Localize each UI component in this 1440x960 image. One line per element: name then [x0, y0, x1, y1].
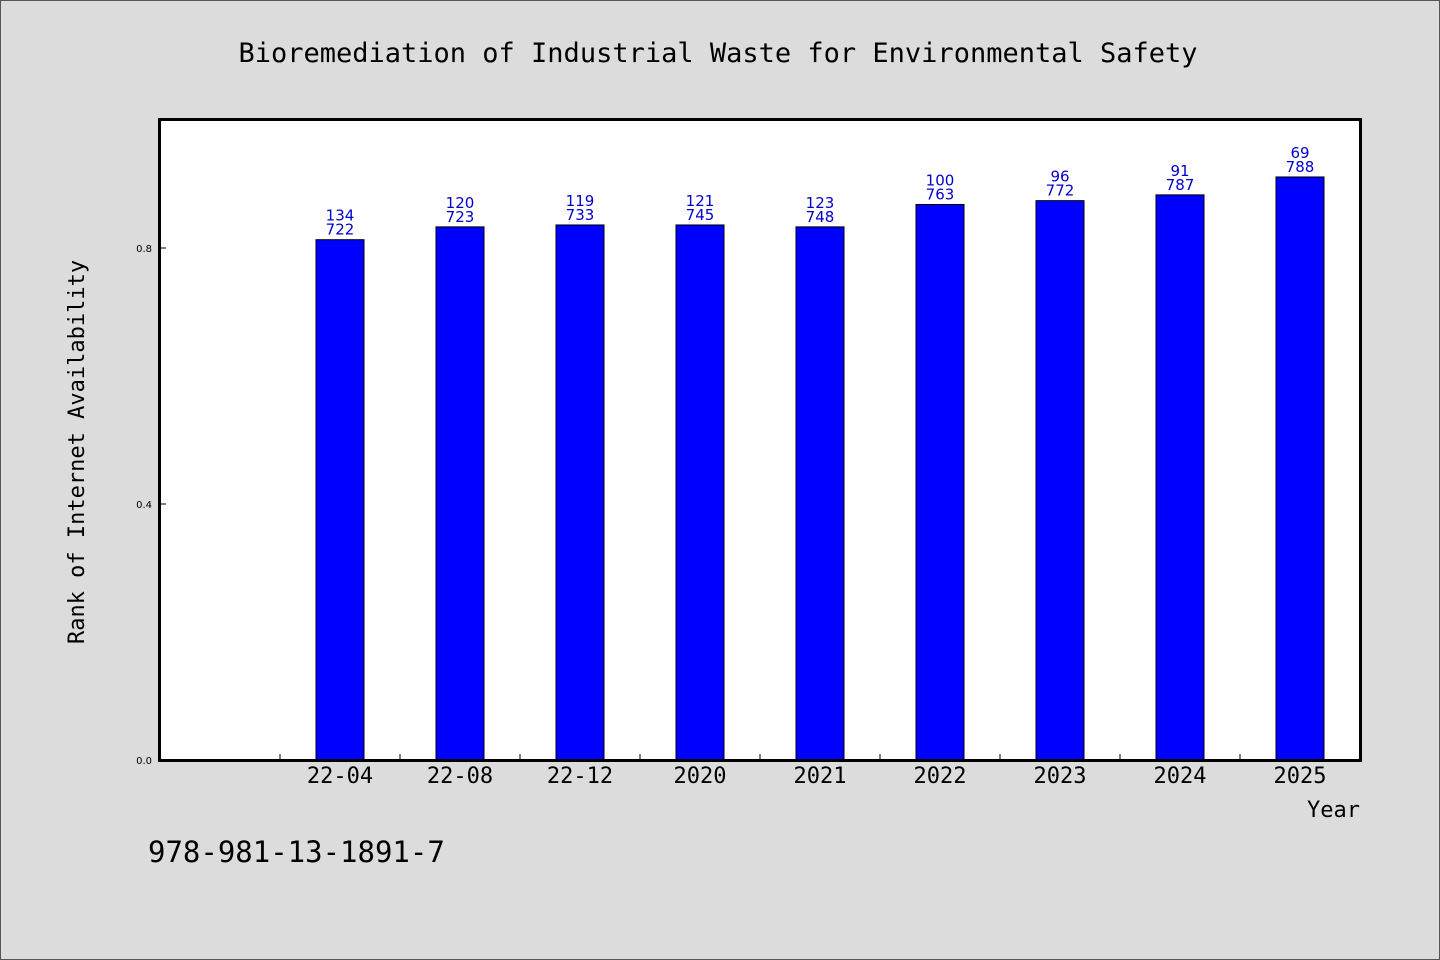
- y-axis-label: Rank of Internet Availability: [65, 260, 90, 644]
- data-label-top-2020: 121: [686, 192, 715, 210]
- bar-2025: [1275, 176, 1325, 761]
- ticks-layer: 0.0 0.4 0.8 22-04 22-08 22-12 2020 2021 2022 2023…: [136, 244, 1326, 789]
- data-label-bottom-22-12: 733: [566, 206, 595, 224]
- x-tick-label-2024: 2024: [1154, 764, 1207, 789]
- x-tick-label-2025: 2025: [1274, 764, 1327, 789]
- data-label-top-2025: 69: [1290, 144, 1309, 162]
- data-label-top-2022: 100: [926, 171, 955, 189]
- chart-title: Bioremediation of Industrial Waste for E…: [238, 38, 1197, 69]
- data-label-bottom-22-04: 722: [326, 221, 355, 239]
- x-tick-label-2022: 2022: [914, 764, 967, 789]
- x-tick-label-22-04: 22-04: [307, 764, 373, 789]
- data-label-top-22-04: 134: [326, 207, 355, 225]
- x-tick-label-2021: 2021: [794, 764, 847, 789]
- bar-22-04: [315, 239, 365, 761]
- data-label-bottom-2025: 788: [1286, 158, 1315, 176]
- data-label-bottom-22-08: 723: [446, 208, 475, 226]
- data-label-top-2021: 123: [806, 194, 835, 212]
- data-label-bottom-2024: 787: [1166, 176, 1195, 194]
- bar-2023: [1035, 200, 1085, 761]
- bar-22-12: [555, 224, 605, 761]
- bar-2021: [795, 226, 845, 761]
- bar-2024: [1155, 194, 1205, 761]
- x-axis-label: Year: [1307, 798, 1360, 823]
- data-label-top-22-08: 120: [446, 194, 475, 212]
- bar-2020: [675, 224, 725, 761]
- x-tick-label-2020: 2020: [674, 764, 727, 789]
- data-label-bottom-2022: 763: [926, 185, 955, 203]
- y-tick-label-2: 0.8: [136, 244, 152, 255]
- data-label-bottom-2020: 745: [686, 206, 715, 224]
- x-tick-label-2023: 2023: [1034, 764, 1087, 789]
- y-tick-label-1: 0.4: [136, 500, 152, 511]
- bar-22-08: [435, 226, 485, 761]
- data-label-top-22-12: 119: [566, 192, 595, 210]
- data-label-bottom-2023: 772: [1046, 182, 1075, 200]
- bar-2022: [915, 203, 965, 761]
- y-tick-label-0: 0.0: [136, 756, 152, 767]
- data-label-bottom-2021: 748: [806, 208, 835, 226]
- x-tick-label-22-12: 22-12: [547, 764, 613, 789]
- data-label-top-2024: 91: [1170, 162, 1189, 180]
- plot-border: [158, 118, 1362, 762]
- data-label-top-2023: 96: [1050, 168, 1069, 186]
- footer-isbn: 978-981-13-1891-7: [148, 835, 445, 869]
- x-tick-label-22-08: 22-08: [427, 764, 493, 789]
